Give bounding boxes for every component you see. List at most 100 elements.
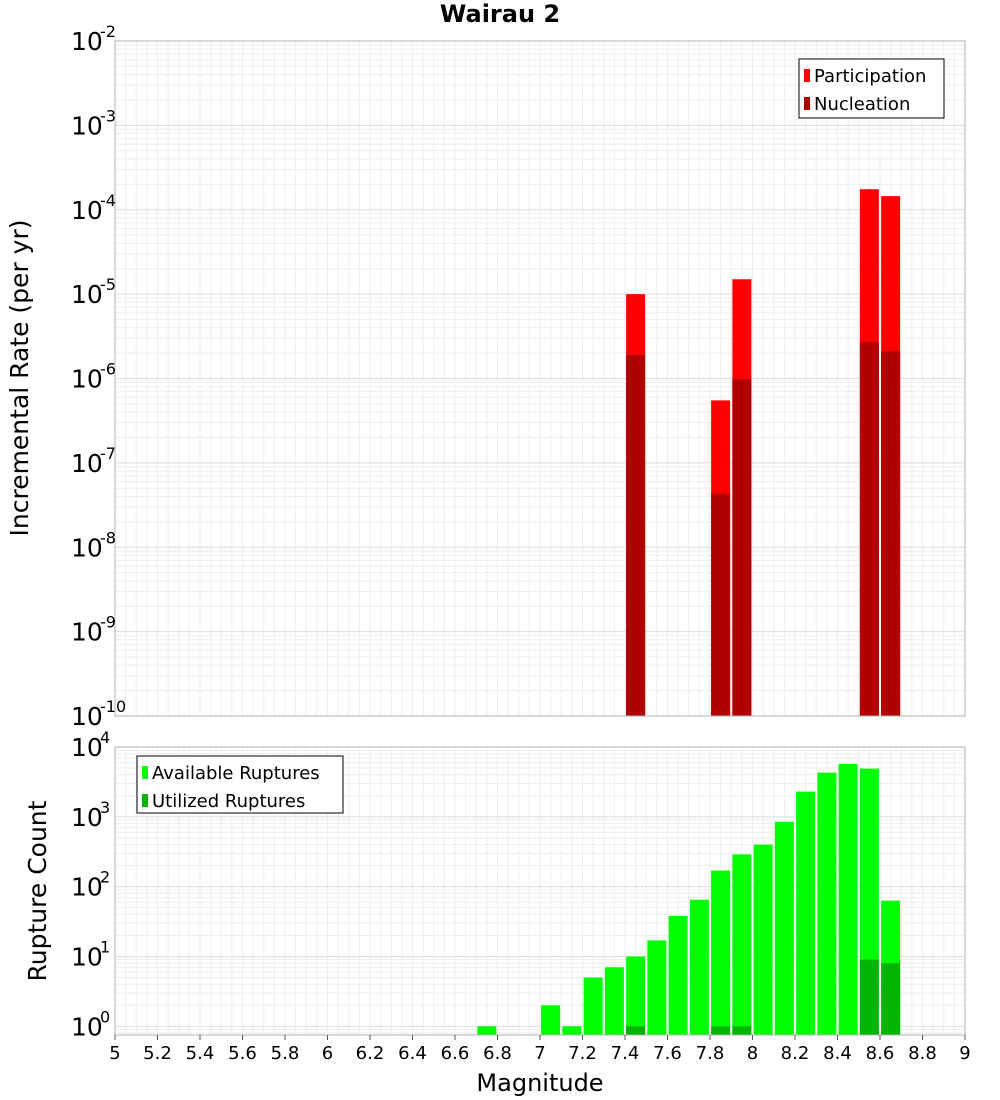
tick-exponent: 2 (100, 868, 110, 887)
rate-bar-b (732, 379, 752, 716)
rate-y-tick: 10-3 (71, 106, 116, 140)
x-tick-label: 5 (109, 1043, 120, 1064)
rate-bar-b (711, 493, 731, 716)
rate-grid (114, 40, 966, 717)
x-tick-label: 8 (747, 1043, 758, 1064)
count-y-tick: 104 (71, 728, 110, 762)
tick-exponent: -2 (100, 22, 116, 41)
tick-exponent: 3 (100, 798, 110, 817)
x-tick-label: 6.8 (483, 1043, 512, 1064)
tick-exponent: -10 (100, 697, 126, 716)
tick-base: 10 (71, 1012, 103, 1041)
count-bar-a (817, 772, 837, 1035)
rate-y-tick: 10-6 (71, 360, 116, 394)
legend-label: Utilized Ruptures (152, 791, 305, 812)
rate-bar-b (881, 351, 901, 716)
rate-y-tick: 10-10 (71, 697, 126, 731)
tick-exponent: -8 (100, 528, 116, 547)
x-tick-label: 8.6 (866, 1043, 895, 1064)
rate-legend: Participation Nucleation (798, 58, 945, 119)
x-tick-label: 7.2 (568, 1043, 597, 1064)
tick-exponent: -4 (100, 191, 116, 210)
count-bar-a (668, 915, 688, 1035)
count-y-tick: 103 (71, 798, 110, 832)
rate-bars (626, 189, 901, 717)
rate-y-tick: 10-5 (71, 275, 116, 309)
x-tick-label: 6.6 (441, 1043, 470, 1064)
tick-base: 10 (71, 942, 103, 971)
tick-base: 10 (71, 733, 103, 762)
rate-y-tick: 10-2 (71, 22, 116, 56)
tick-exponent: -6 (100, 360, 116, 379)
tick-base: 10 (71, 27, 103, 56)
count-y-tick: 100 (71, 1007, 110, 1041)
count-y-tick: 102 (71, 868, 110, 902)
rate-plot-border (114, 40, 966, 717)
count-bar-a (583, 977, 603, 1035)
count-bar-a (796, 791, 816, 1035)
count-bar-a (604, 967, 624, 1035)
count-bar-a (626, 956, 646, 1035)
tick-base: 10 (71, 280, 103, 309)
count-bar-b (881, 963, 901, 1035)
tick-exponent: 1 (100, 937, 110, 956)
legend-label: Nucleation (814, 94, 910, 115)
count-y-axis-label: Rupture Count (23, 800, 52, 981)
x-tick-label: 5.8 (271, 1043, 300, 1064)
x-tick-label: 6.2 (356, 1043, 385, 1064)
count-legend: Available Ruptures Utilized Ruptures (136, 755, 344, 814)
count-bar-a (732, 854, 752, 1035)
rate-y-tick: 10-4 (71, 191, 116, 225)
legend-swatch (804, 69, 810, 82)
count-bar-a (477, 1026, 497, 1035)
tick-exponent: -7 (100, 444, 116, 463)
x-tick-label: 7.4 (611, 1043, 640, 1064)
rate-bar-b (626, 354, 646, 716)
tick-base: 10 (71, 702, 103, 731)
x-ticks: 5 5.2 5.4 5.6 5.8 6 6.2 6.4 6.6 6.8 7 7.2 7.4 7.6 7.8 8… (109, 1035, 971, 1064)
count-bar-b (732, 1026, 752, 1035)
rate-y-tick: 10-7 (71, 444, 116, 478)
legend-box (136, 755, 344, 814)
x-tick-label: 8.8 (908, 1043, 937, 1064)
count-bar-a (774, 821, 794, 1035)
tick-base: 10 (71, 196, 103, 225)
chart-title: Wairau 2 (440, 0, 560, 28)
count-bars (477, 764, 901, 1035)
legend-box (798, 58, 945, 119)
x-tick-label: 8.2 (781, 1043, 810, 1064)
tick-base: 10 (71, 803, 103, 832)
legend-swatch (142, 794, 148, 807)
count-bar-a (689, 899, 709, 1035)
tick-exponent: -9 (100, 613, 116, 632)
tick-base: 10 (71, 365, 103, 394)
x-tick-label: 8.4 (823, 1043, 852, 1064)
count-bar-b (626, 1026, 646, 1035)
count-bar-b (711, 1026, 731, 1035)
count-bar-b (859, 959, 879, 1035)
count-y-tick: 101 (71, 937, 110, 971)
tick-exponent: 0 (100, 1007, 110, 1026)
tick-base: 10 (71, 449, 103, 478)
x-tick-label: 7 (534, 1043, 545, 1064)
count-bar-a (647, 940, 667, 1035)
x-tick-label: 7.8 (696, 1043, 725, 1064)
count-bar-a (562, 1026, 582, 1035)
rate-y-tick: 10-8 (71, 528, 116, 562)
rate-y-tick: 10-9 (71, 613, 116, 647)
x-axis-label: Magnitude (476, 1069, 603, 1097)
legend-swatch (142, 766, 148, 779)
x-tick-label: 9 (959, 1043, 970, 1064)
legend-label: Participation (814, 66, 926, 87)
count-bar-a (711, 870, 731, 1035)
x-tick-label: 7.6 (653, 1043, 682, 1064)
rate-bar-b (859, 342, 879, 716)
count-bar-a (838, 764, 858, 1035)
rate-y-axis-label: Incremental Rate (per yr) (5, 220, 34, 537)
count-bar-a (753, 844, 773, 1035)
x-tick-label: 5.4 (186, 1043, 215, 1064)
